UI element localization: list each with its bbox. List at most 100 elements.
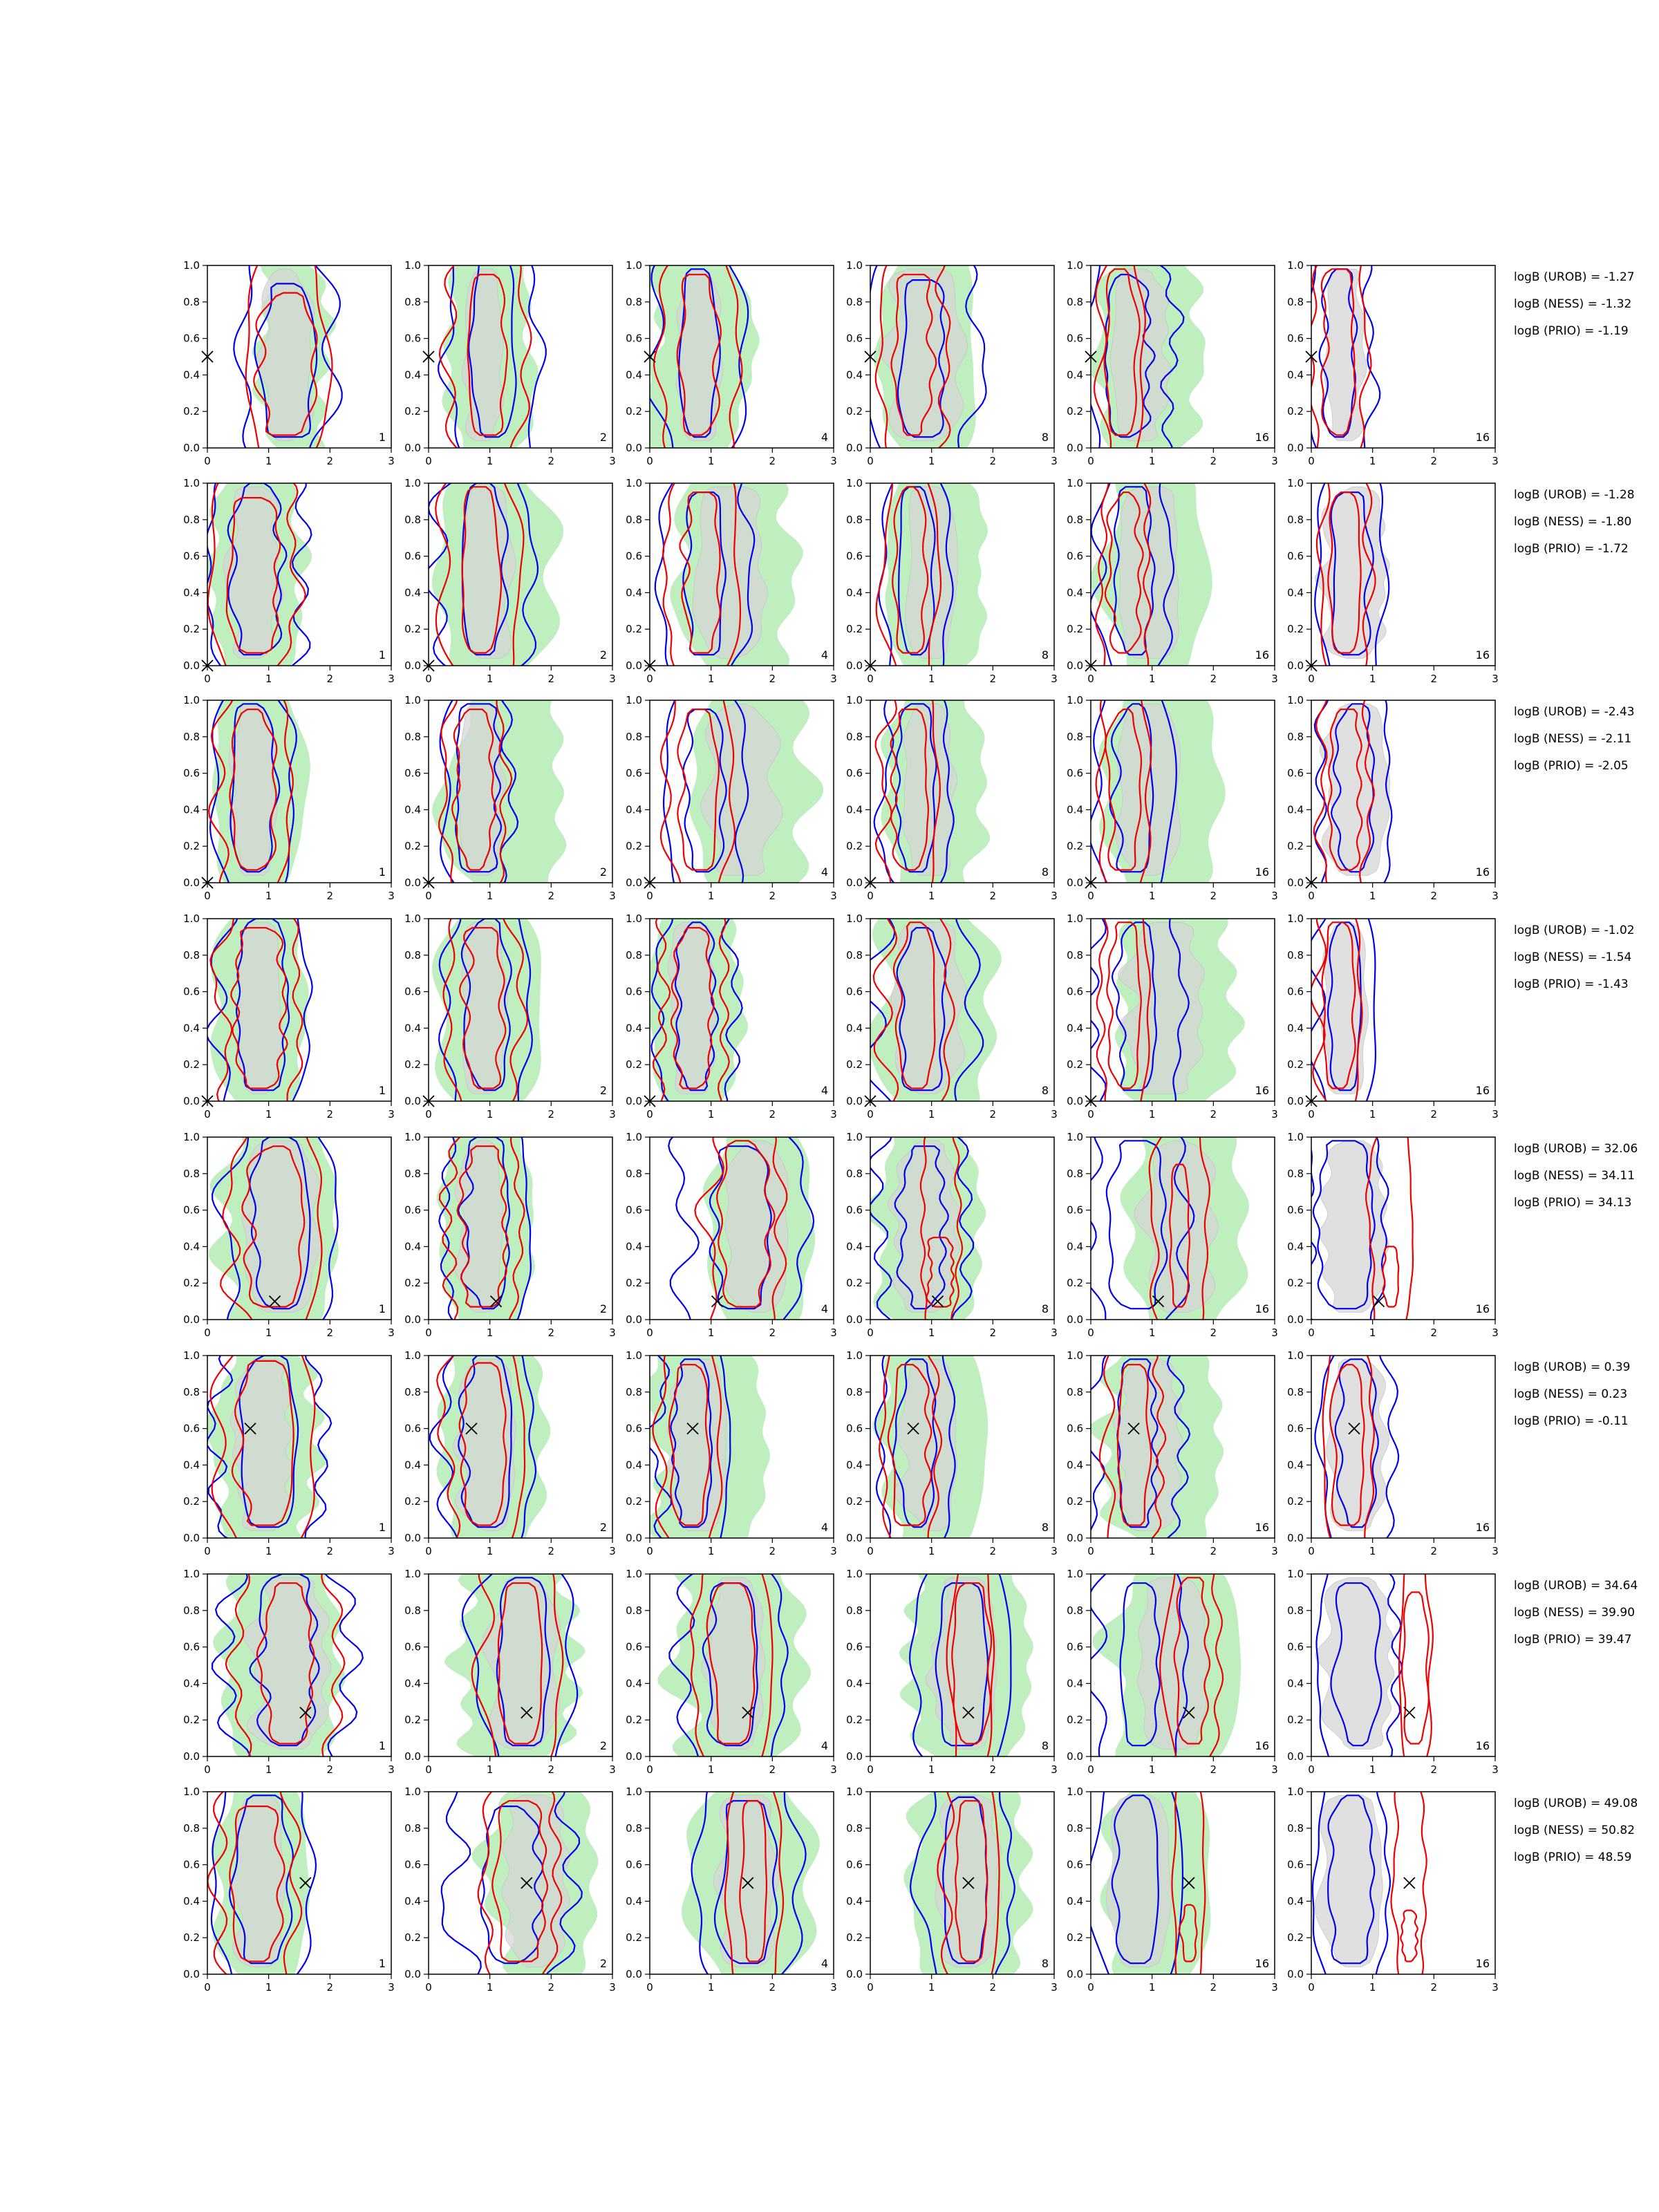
contour-a-inner xyxy=(894,1145,949,1310)
y-tick-label: 0.8 xyxy=(183,296,200,308)
y-tick-label: 1.0 xyxy=(846,1568,863,1580)
y-tick-label: 0.8 xyxy=(404,296,421,308)
y-tick-label: 0.8 xyxy=(1287,514,1304,526)
contour-a-outer xyxy=(1091,700,1177,883)
contour-a-inner xyxy=(496,1577,551,1747)
panel-count-label: 4 xyxy=(821,1302,828,1315)
x-tick-label: 2 xyxy=(1431,1545,1438,1557)
x-tick-label: 3 xyxy=(1492,673,1499,685)
x-tick-label: 1 xyxy=(487,1981,494,1994)
panel-r8-c6: 0 1 2 3 0.0 0.2 0.4 0.6 0.8 1.0 16 xyxy=(1287,1785,1499,1994)
axes-frame xyxy=(428,1136,613,1320)
contour-a-outer xyxy=(1091,1792,1183,1974)
x-tick-label: 0 xyxy=(867,1545,874,1557)
y-tick-label: 0.2 xyxy=(1067,1277,1083,1289)
y-tick-label: 1.0 xyxy=(1067,259,1083,272)
y-tick-label: 0.6 xyxy=(404,986,421,998)
panel-r5-c3: 0 1 2 3 0.0 0.2 0.4 0.6 0.8 1.0 4 xyxy=(626,1131,837,1339)
x-tick-label: 3 xyxy=(1271,890,1278,902)
shaded-region xyxy=(1137,1577,1209,1750)
panel-count-label: 1 xyxy=(379,1302,386,1315)
panel-r6-c5: 0 1 2 3 0.0 0.2 0.4 0.6 0.8 1.0 16 xyxy=(1067,1349,1278,1557)
x-tick-label: 1 xyxy=(1369,1981,1376,1994)
x-tick-label: 2 xyxy=(548,1327,555,1339)
y-tick-label: 0.6 xyxy=(846,1641,863,1653)
contour-b-outer xyxy=(1365,1137,1414,1320)
y-tick-label: 0.4 xyxy=(183,1240,200,1253)
y-tick-label: 0.6 xyxy=(1067,1423,1083,1435)
y-tick-label: 0.8 xyxy=(846,949,863,962)
contour-b-inner xyxy=(1329,1364,1365,1526)
contour-a-inner xyxy=(458,1356,513,1528)
contour-b-outer xyxy=(875,483,942,666)
y-tick-label: 1.0 xyxy=(404,477,421,489)
panel-contents xyxy=(872,1356,988,1538)
contour-b-outer xyxy=(662,483,742,666)
panel-contents xyxy=(429,1356,551,1538)
y-tick-label: 1.0 xyxy=(404,694,421,706)
y-tick-label: 0.2 xyxy=(183,1495,200,1508)
y-tick-label: 0.2 xyxy=(1067,1714,1083,1726)
panel-r3-c6: 0 1 2 3 0.0 0.2 0.4 0.6 0.8 1.0 16 xyxy=(1287,694,1499,902)
x-tick-label: 1 xyxy=(928,1545,935,1557)
y-tick-label: 1.0 xyxy=(846,477,863,489)
contour-a-inner xyxy=(897,279,946,438)
y-tick-label: 0.2 xyxy=(183,405,200,418)
y-tick-label: 0.0 xyxy=(1287,1095,1304,1107)
logb-annotation: logB (PRIO) = -1.19 xyxy=(1514,324,1629,338)
y-tick-label: 1.0 xyxy=(183,912,200,925)
y-tick-label: 0.8 xyxy=(404,949,421,962)
y-tick-label: 0.8 xyxy=(846,514,863,526)
x-tick-label: 1 xyxy=(1149,1981,1156,1994)
x-tick-label: 0 xyxy=(1308,673,1315,685)
y-tick-label: 0.4 xyxy=(1287,1022,1304,1034)
contour-a-outer xyxy=(461,1574,579,1756)
x-tick-label: 3 xyxy=(1492,1981,1499,1994)
y-tick-label: 0.0 xyxy=(1287,1968,1304,1980)
x-tick-label: 0 xyxy=(1087,890,1094,902)
y-tick-label: 0.6 xyxy=(183,767,200,780)
contour-b-outer xyxy=(1148,1137,1211,1320)
x-tick-label: 2 xyxy=(327,1981,334,1994)
y-tick-label: 0.4 xyxy=(1067,1677,1083,1689)
panel-contents xyxy=(1091,919,1246,1101)
panel-contents xyxy=(1311,265,1381,448)
panel-r1-c1: 0 1 2 3 0.0 0.2 0.4 0.6 0.8 1.0 1 xyxy=(183,259,395,467)
contour-a-inner xyxy=(238,1356,299,1528)
y-tick-label: 0.4 xyxy=(404,1240,421,1253)
axes-frame xyxy=(1090,918,1275,1102)
logb-annotations: logB (UROB) = -1.27 logB (NESS) = -1.32 lo… xyxy=(1514,270,1638,1864)
y-tick-label: 0.2 xyxy=(626,1277,642,1289)
y-tick-label: 1.0 xyxy=(626,477,642,489)
contour-b-inner xyxy=(1401,1591,1430,1745)
x-tick-label: 3 xyxy=(388,1981,395,1994)
contour-b-outer xyxy=(694,1137,788,1320)
shaded-region xyxy=(453,1358,516,1531)
x-tick-label: 0 xyxy=(867,673,874,685)
y-tick-label: 0.4 xyxy=(1287,803,1304,816)
y-tick-label: 1.0 xyxy=(183,1131,200,1143)
y-tick-label: 0.2 xyxy=(1067,623,1083,635)
contour-b-outer xyxy=(1098,1356,1167,1538)
contour-a-outer xyxy=(429,1356,537,1538)
logb-annotation: logB (UROB) = -1.27 xyxy=(1514,270,1635,284)
y-tick-label: 0.6 xyxy=(846,1204,863,1217)
x-tick-label: 1 xyxy=(928,455,935,467)
x-tick-label: 3 xyxy=(1271,673,1278,685)
y-tick-label: 0.0 xyxy=(1287,1532,1304,1544)
x-tick-label: 0 xyxy=(1308,1545,1315,1557)
x-tick-label: 2 xyxy=(1431,1981,1438,1994)
shaded-region xyxy=(1117,921,1206,1094)
x-tick-label: 3 xyxy=(1492,455,1499,467)
panel-count-label: 8 xyxy=(1042,1521,1049,1534)
true-value-marker xyxy=(962,1707,975,1719)
x-tick-label: 0 xyxy=(1087,1763,1094,1776)
contour-b-inner xyxy=(230,927,288,1089)
x-tick-label: 3 xyxy=(1492,1108,1499,1121)
shaded-region xyxy=(461,268,505,441)
true-value-marker xyxy=(931,1295,944,1308)
panel-count-label: 2 xyxy=(600,865,607,879)
contour-a-outer xyxy=(438,265,547,448)
contour-b-outer xyxy=(874,265,951,448)
panel-contents xyxy=(873,700,990,883)
